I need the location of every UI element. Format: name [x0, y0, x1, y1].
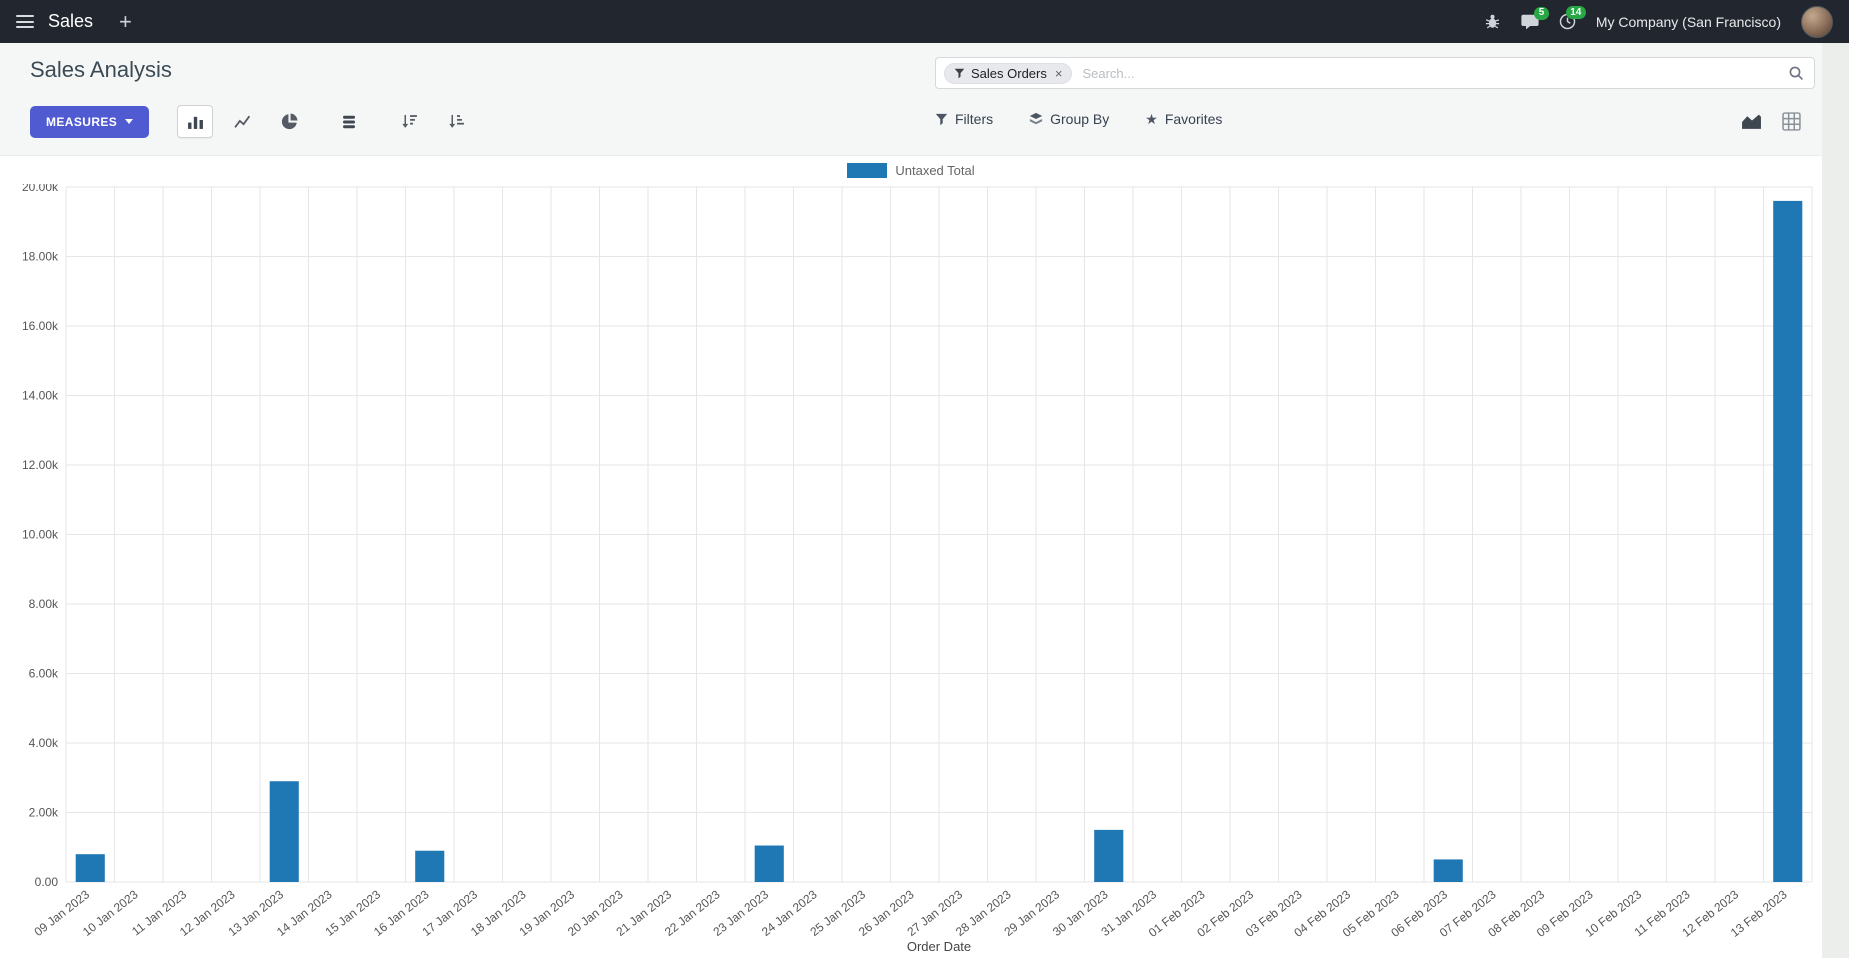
pie-chart-icon — [281, 113, 298, 130]
sort-ascending-button[interactable] — [438, 105, 474, 138]
measures-label: MEASURES — [46, 114, 118, 129]
y-tick-label: 4.00k — [29, 736, 59, 750]
y-tick-label: 8.00k — [29, 597, 59, 611]
search-bar[interactable]: Sales Orders × — [935, 57, 1815, 89]
y-tick-label: 2.00k — [29, 806, 59, 820]
apps-menu-icon[interactable] — [16, 12, 34, 32]
y-tick-label: 6.00k — [29, 667, 59, 681]
messages-badge: 5 — [1534, 6, 1549, 20]
star-icon: ★ — [1145, 111, 1158, 127]
user-avatar[interactable] — [1801, 5, 1833, 38]
y-tick-label: 14.00k — [22, 389, 59, 403]
bar-13-Feb-2023[interactable] — [1773, 200, 1803, 882]
pivot-view-button[interactable] — [1779, 109, 1804, 134]
app-name[interactable]: Sales — [48, 11, 94, 31]
activities-systray-button[interactable]: 14 — [1559, 6, 1586, 30]
funnel-icon — [954, 68, 965, 78]
control-panel-buttons-row: MEASURES — [0, 101, 1822, 147]
sort-ascending-icon — [448, 114, 464, 128]
filters-label: Filters — [955, 111, 994, 127]
facet-remove-icon[interactable]: × — [1054, 65, 1063, 81]
line-chart-mode-button[interactable] — [224, 105, 260, 138]
favorites-button[interactable]: ★ Favorites — [1145, 111, 1222, 127]
bar-chart-mode-button[interactable] — [177, 105, 214, 138]
search-options: Filters Group By ★ Favorites — [935, 111, 1222, 127]
search-input[interactable] — [1072, 65, 1786, 81]
control-panel: Sales Analysis Sales Orders × MEASURE — [0, 43, 1822, 156]
bar-30-Jan-2023[interactable] — [1094, 829, 1124, 882]
sort-descending-button[interactable] — [391, 105, 427, 138]
chart-area: 0.00 2.00k 4.00k 6.00k 8.00k 10.00k 12.00k 14.0… — [16, 180, 1822, 958]
view-switcher — [1738, 109, 1804, 134]
activities-badge: 14 — [1565, 6, 1586, 19]
stacked-toggle-button[interactable] — [331, 105, 367, 138]
facet-label: Sales Orders — [971, 65, 1047, 81]
graph-view-button[interactable] — [1738, 109, 1765, 134]
chat-bubble-icon — [1521, 14, 1539, 29]
messages-systray-button[interactable]: 5 — [1521, 6, 1549, 30]
stacked-icon — [343, 115, 356, 128]
bar-13-Jan-2023[interactable] — [269, 781, 299, 882]
search-facet-sales-orders[interactable]: Sales Orders × — [944, 62, 1073, 84]
filters-button[interactable]: Filters — [935, 111, 993, 127]
y-tick-label: 12.00k — [22, 458, 59, 472]
bar-16-Jan-2023[interactable] — [415, 850, 445, 882]
graph-view-icon — [1742, 114, 1761, 129]
group-by-button[interactable]: Group By — [1029, 111, 1109, 127]
y-tick-label: 10.00k — [22, 528, 59, 542]
navbar-plus-icon[interactable]: + — [119, 8, 132, 34]
chart-block: Untaxed Total 0.00 2.00k 4.00k 6.00k 8.00k 10… — [0, 156, 1822, 958]
bar-06-Feb-2023[interactable] — [1433, 859, 1463, 882]
bar-chart-icon — [187, 116, 203, 129]
y-tick-label: 0.00 — [35, 875, 59, 889]
company-switcher[interactable]: My Company (San Francisco) — [1595, 13, 1781, 30]
systray: 5 14 My Company (San Francisco) — [1484, 5, 1833, 38]
bar-23-Jan-2023[interactable] — [754, 845, 784, 882]
y-tick-label: 16.00k — [22, 319, 59, 333]
debug-bug-icon[interactable] — [1484, 13, 1501, 30]
pivot-view-icon — [1782, 112, 1801, 131]
measures-button[interactable]: MEASURES — [30, 105, 150, 138]
filters-funnel-icon — [935, 113, 948, 125]
page-title: Sales Analysis — [30, 57, 172, 82]
top-navbar: Sales + 5 14 My Company (San Francisco) — [0, 0, 1849, 43]
y-tick-label: 18.00k — [22, 250, 59, 264]
graph-toolbar: MEASURES — [30, 105, 474, 138]
legend-color-swatch — [847, 162, 888, 178]
pie-chart-mode-button[interactable] — [271, 105, 307, 138]
chart-legend[interactable]: Untaxed Total — [0, 156, 1822, 184]
group-by-label: Group By — [1050, 111, 1110, 127]
chevron-down-icon — [125, 119, 134, 124]
sales-bar-chart: 0.00 2.00k 4.00k 6.00k 8.00k 10.00k 12.00k 14.0… — [22, 180, 1813, 954]
sort-descending-icon — [401, 114, 417, 128]
legend-label: Untaxed Total — [895, 162, 975, 178]
y-tick-label: 20.00k — [22, 184, 59, 194]
line-chart-icon — [234, 115, 250, 128]
search-button[interactable] — [1786, 63, 1806, 83]
group-by-layers-icon — [1030, 112, 1043, 125]
search-icon — [1789, 66, 1803, 80]
favorites-label: Favorites — [1164, 111, 1223, 127]
bug-icon — [1485, 14, 1499, 29]
x-axis-title: Order Date — [907, 939, 971, 954]
main-content: Sales Analysis Sales Orders × MEASURE — [0, 43, 1822, 958]
bar-09-Jan-2023[interactable] — [75, 854, 105, 882]
